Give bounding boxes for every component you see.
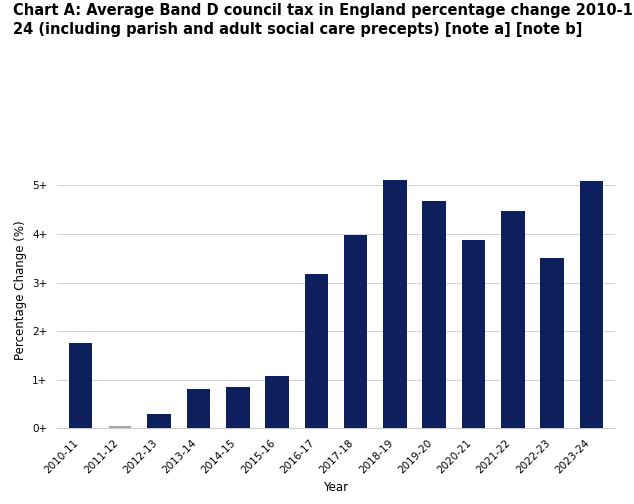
Bar [540, 258, 564, 428]
Bar [304, 274, 328, 428]
X-axis label: Year: Year [323, 481, 349, 494]
Bar [226, 387, 250, 428]
Bar [187, 390, 210, 428]
Bar [265, 376, 289, 428]
Bar [501, 211, 524, 428]
Bar [344, 235, 368, 428]
Bar [148, 414, 171, 428]
Bar [383, 180, 407, 428]
Bar [579, 181, 603, 428]
Bar [462, 240, 485, 428]
Bar [422, 201, 446, 428]
Y-axis label: Percentage Change (%): Percentage Change (%) [13, 220, 27, 360]
Text: Chart A: Average Band D council tax in England percentage change 2010-11 to 2023: Chart A: Average Band D council tax in E… [13, 3, 634, 37]
Bar [69, 343, 93, 428]
